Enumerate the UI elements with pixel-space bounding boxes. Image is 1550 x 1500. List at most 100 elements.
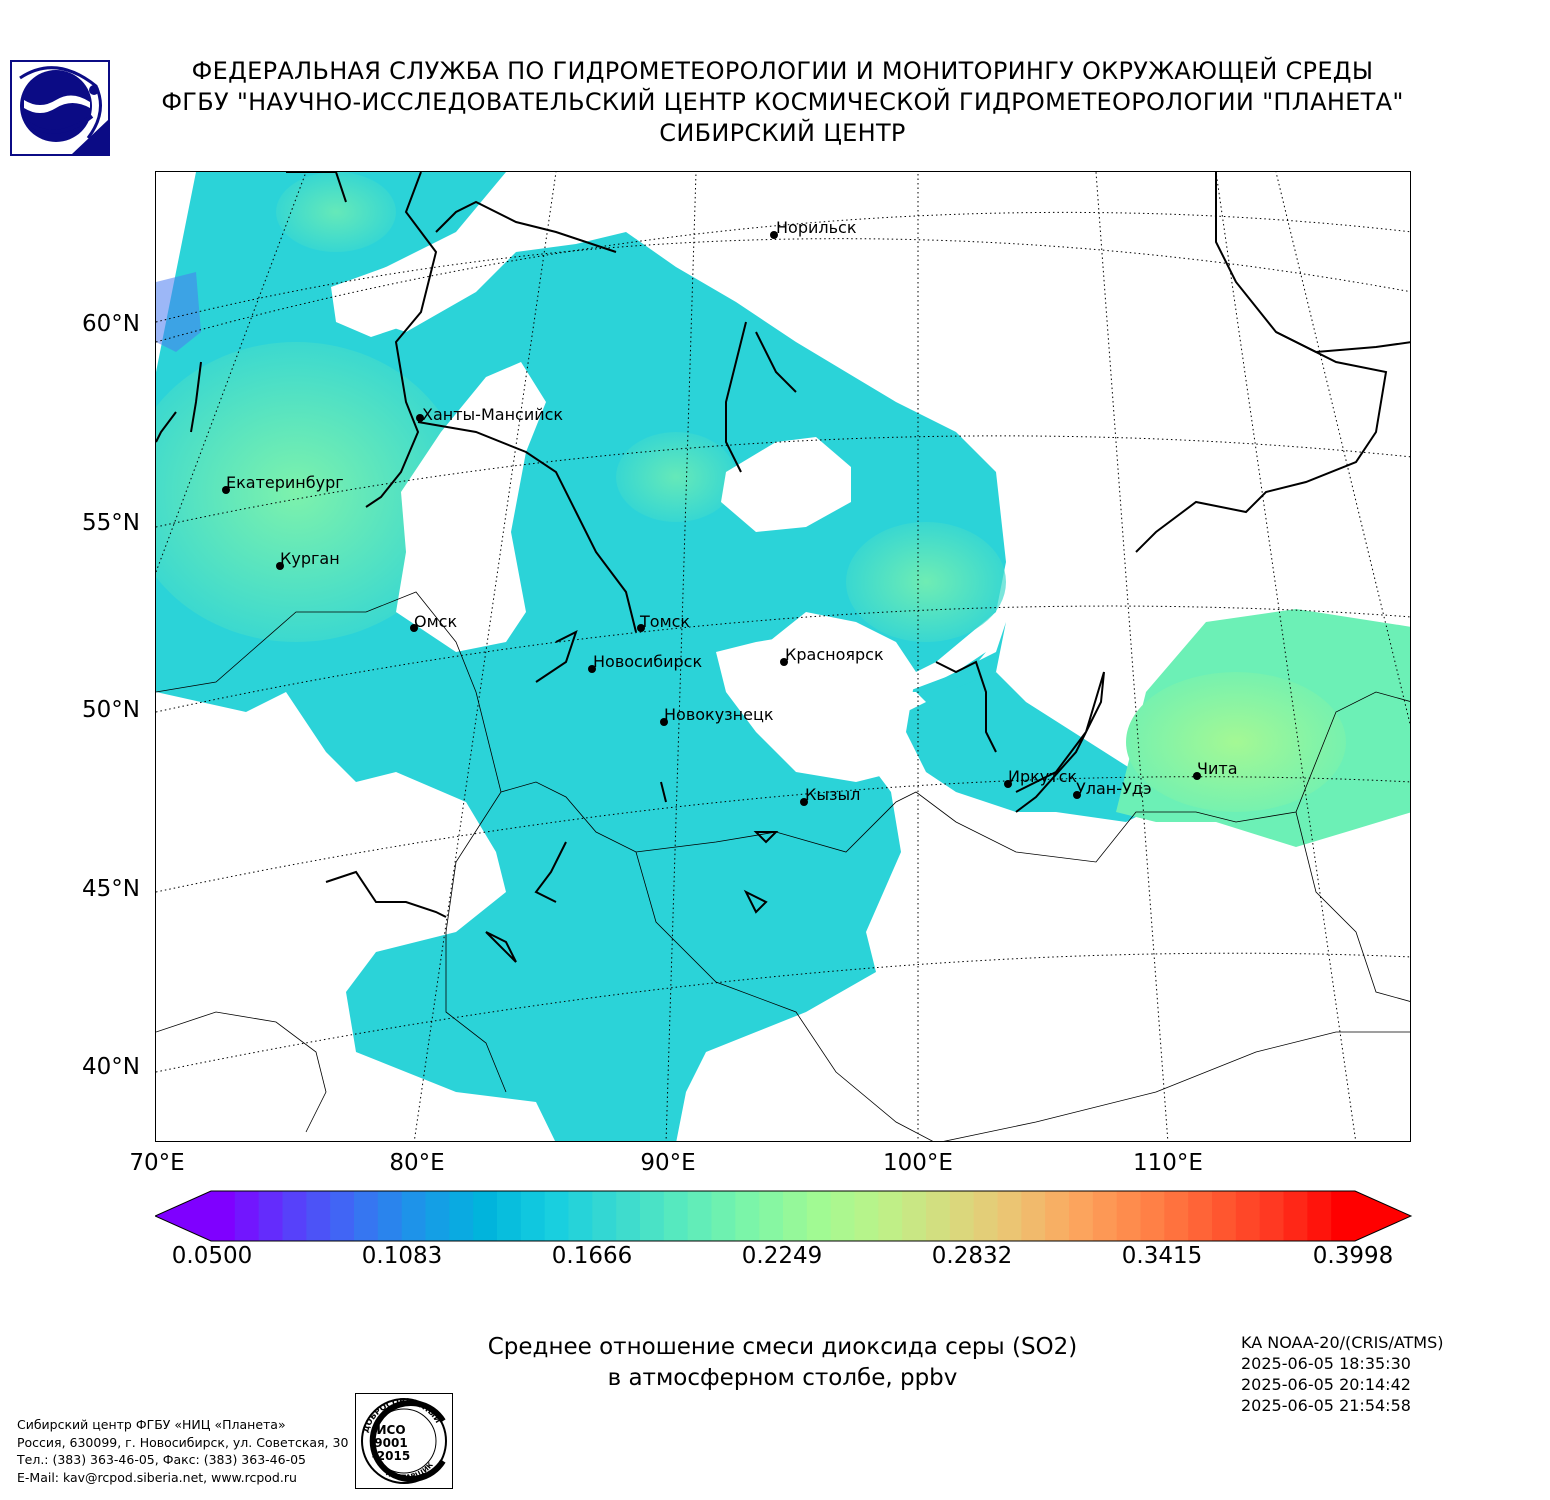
lat-label-40: 40°N (82, 1054, 140, 1080)
contact-line-1: Сибирский центр ФГБУ «НИЦ «Планета» (17, 1417, 286, 1432)
header-line-1: ФЕДЕРАЛЬНАЯ СЛУЖБА ПО ГИДРОМЕТЕОРОЛОГИИ … (191, 57, 1374, 85)
colorbar-segment (663, 1191, 689, 1241)
colorbar-segment (1140, 1191, 1165, 1241)
satellite-time-2: 2025-06-05 20:14:42 (1241, 1375, 1411, 1394)
city-label-omsk: Омск (414, 612, 458, 631)
satellite-time-1: 2025-06-05 18:35:30 (1241, 1354, 1411, 1373)
colorbar-segment (783, 1191, 808, 1241)
colorbar-segment (568, 1191, 593, 1241)
city-label-kurgan: Курган (280, 549, 340, 568)
city-dot-novokuznetsk (660, 718, 668, 726)
product-title-line-2: в атмосферном столбе, ppbv (607, 1365, 958, 1391)
city-dot-chita (1193, 772, 1201, 780)
city-dot-novosibirsk (588, 665, 596, 673)
country-borders (156, 591, 1410, 1141)
city-dot-ekaterinburg (222, 486, 230, 494)
colorbar-segment (282, 1191, 307, 1241)
lon-label-100: 100°E (883, 1150, 953, 1176)
city-label-novosibirsk: Новосибирск (593, 652, 703, 671)
colorbar-segment (377, 1191, 403, 1241)
colorbar-segment (687, 1191, 713, 1241)
city-markers (222, 231, 1201, 806)
city-dot-krasnoyarsk (780, 658, 788, 666)
contact-info: Сибирский центр ФГБУ «НИЦ «Планета» Росс… (17, 1416, 348, 1486)
colorbar-tick-3: 0.2249 (741, 1243, 823, 1269)
colorbar-segment (1235, 1191, 1261, 1241)
city-label-tomsk: Томск (640, 612, 691, 631)
iso-line-1: ИСО (376, 1423, 405, 1437)
colorbar (153, 1190, 1413, 1246)
iso-line-2: 9001 (374, 1436, 407, 1450)
rivers-and-lakes (156, 172, 1410, 963)
colorbar-segment (1045, 1191, 1070, 1241)
city-label-novokuznetsk: Новокузнецк (664, 705, 774, 724)
lon-label-110: 110°E (1133, 1150, 1203, 1176)
lon-label-80: 80°E (389, 1150, 445, 1176)
colorbar-segment (306, 1191, 331, 1241)
colorbar-segment (878, 1191, 903, 1241)
colorbar-segment (1021, 1191, 1046, 1241)
lon-label-70: 70°E (129, 1150, 185, 1176)
colorbar-segment (949, 1191, 975, 1241)
colorbar-segment (211, 1191, 236, 1241)
colorbar-segment (473, 1191, 498, 1241)
colorbar-segment (759, 1191, 784, 1241)
lon-label-90: 90°E (640, 1150, 696, 1176)
colorbar-gradient (153, 1190, 1413, 1242)
contact-line-2: Россия, 630099, г. Новосибирск, ул. Сове… (17, 1434, 349, 1450)
colorbar-segment (1188, 1191, 1213, 1241)
colorbar-segment (449, 1191, 474, 1241)
colorbar-segment (1259, 1191, 1285, 1241)
city-label-norilsk: Норильск (776, 218, 857, 237)
so2-map: Норильск Ханты-Мансийск Екатеринбург Кур… (155, 171, 1411, 1142)
colorbar-segment (544, 1191, 570, 1241)
colorbar-segment (973, 1191, 999, 1241)
colorbar-segment (711, 1191, 736, 1241)
city-dot-irkutsk (1004, 780, 1012, 788)
colorbar-segment (806, 1191, 832, 1241)
lat-label-50: 50°N (82, 697, 140, 723)
colorbar-segment (330, 1191, 355, 1241)
colorbar-segment (1212, 1191, 1237, 1241)
lat-label-55: 55°N (82, 510, 140, 536)
colorbar-segment (520, 1191, 546, 1241)
colorbar-tick-5: 0.3415 (1121, 1243, 1203, 1269)
city-dot-tomsk (637, 624, 645, 632)
city-dot-khanty (416, 414, 424, 422)
lat-label-45: 45°N (82, 876, 140, 902)
iso-certification-stamp: ДОБРОСОВЕСТНЫЙ ПОСТАВЩИК ИСО 9001 -2015 (355, 1393, 453, 1489)
colorbar-segment (1283, 1191, 1308, 1241)
product-title-line-1: Среднее отношение смеси диоксида серы (S… (487, 1334, 1078, 1360)
so2-field (156, 172, 1410, 1141)
city-label-chita: Чита (1197, 759, 1238, 778)
colorbar-segment (401, 1191, 427, 1241)
iso-line-3: -2015 (372, 1449, 410, 1463)
colorbar-segment (640, 1191, 665, 1241)
satellite-time-3: 2025-06-05 21:54:58 (1241, 1396, 1411, 1415)
colorbar-segment (497, 1191, 522, 1241)
colorbar-segment (234, 1191, 260, 1241)
colorbar-segment (1069, 1191, 1094, 1241)
colorbar-segment (902, 1191, 927, 1241)
graticule (156, 172, 1410, 1141)
city-dot-norilsk (770, 231, 778, 239)
colorbar-segment (926, 1191, 951, 1241)
colorbar-segment (616, 1191, 641, 1241)
header-line-2: ФГБУ "НАУЧНО-ИССЛЕДОВАТЕЛЬСКИЙ ЦЕНТР КОС… (161, 88, 1404, 116)
city-label-kyzyl: Кызыл (805, 785, 861, 804)
colorbar-segment (258, 1191, 284, 1241)
city-dot-kyzyl (800, 798, 808, 806)
satellite-info: KA NOAA-20/(CRIS/ATMS) 2025-06-05 18:35:… (1241, 1332, 1444, 1416)
colorbar-segment (854, 1191, 879, 1241)
colorbar-tick-6: 0.3998 (1312, 1243, 1394, 1269)
colorbar-segment (735, 1191, 760, 1241)
city-label-ekaterinburg: Екатеринбург (226, 473, 344, 492)
satellite-instrument: KA NOAA-20/(CRIS/ATMS) (1241, 1333, 1444, 1352)
city-label-irkutsk: Иркутск (1008, 767, 1078, 786)
roshydromet-logo (10, 60, 110, 156)
header-line-3: СИБИРСКИЙ ЦЕНТР (659, 119, 906, 147)
colorbar-segment (1331, 1191, 1356, 1241)
colorbar-tick-4: 0.2832 (931, 1243, 1013, 1269)
city-dot-kurgan (276, 562, 284, 570)
colorbar-segment (1164, 1191, 1189, 1241)
